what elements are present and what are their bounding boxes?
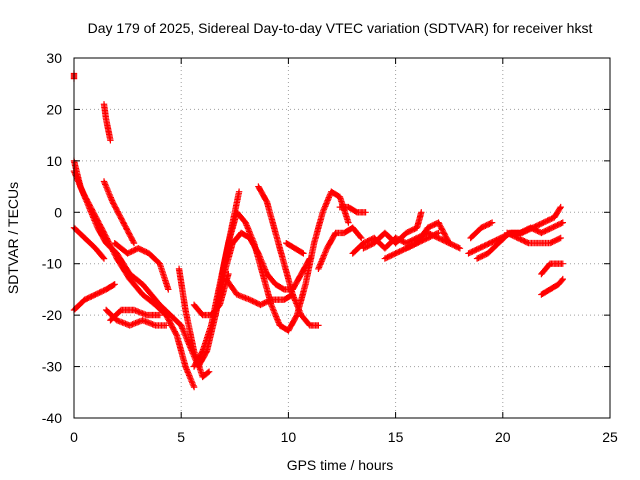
x-tick-label: 10 [281,429,297,445]
data-point-markers [467,219,496,242]
data-point-markers [336,203,369,216]
series-track-u [283,239,307,257]
y-tick-label: -10 [42,256,62,272]
series-track-k [212,229,313,319]
y-axis-label: SDTVAR / TECUs [5,182,21,294]
data-point-markers [212,229,313,319]
series-track-t [403,219,453,252]
data-point-markers [538,260,566,278]
data-point-markers [111,239,172,293]
x-tick-label: 15 [388,429,404,445]
data-point-markers [100,101,114,144]
data-point-markers [107,306,163,324]
data-point-markers [283,239,307,257]
y-tick-label: 20 [46,101,62,117]
plot-frame [73,57,611,419]
series-track-aa [538,275,566,298]
x-tick-label: 0 [70,429,78,445]
data-point-markers [255,183,322,329]
x-tick-label: 20 [495,429,511,445]
data-point-markers [100,178,138,247]
data-point-markers [538,275,566,298]
data-point-markers [70,281,118,314]
grid-layer [74,58,610,418]
x-tick-label: 25 [602,429,618,445]
data-points [70,70,566,391]
y-tick-label: 30 [46,50,62,66]
y-tick-label: 10 [46,153,62,169]
data-point-markers [360,209,425,252]
y-tick-label: -40 [42,410,62,426]
y-tick-label: 0 [54,204,62,220]
x-tick-label: 5 [177,429,185,445]
data-point-markers [315,224,365,273]
data-point-markers [503,229,564,247]
series-track-f [111,239,172,293]
series-track-r [360,209,425,252]
chart-title: Day 179 of 2025, Sidereal Day-to-day VTE… [88,20,593,36]
series-track-ab [100,101,114,144]
data-point-markers [403,219,453,252]
axis-ticks: 0 5 10 15 20 25 -40 -30 -20 -10 0 10 20 30 [42,50,618,445]
series-track-d [70,281,118,314]
y-tick-label: -20 [42,307,62,323]
series-track-z [538,260,566,278]
data-point-markers [102,306,170,329]
series-track-l [190,270,232,319]
data-point-markers [190,270,232,319]
y-tick-label: -30 [42,359,62,375]
series-track-h [107,306,163,324]
series-track-n [255,183,322,329]
series-track-y [467,219,496,242]
data-point-markers [223,275,296,309]
series-track-m [223,275,296,309]
x-axis-label: GPS time / hours [287,457,394,473]
series-track-p [336,203,369,216]
series-track-g [102,306,170,329]
series-track-x [503,229,564,247]
series-track-e [100,178,138,247]
series-track-o [315,224,365,273]
